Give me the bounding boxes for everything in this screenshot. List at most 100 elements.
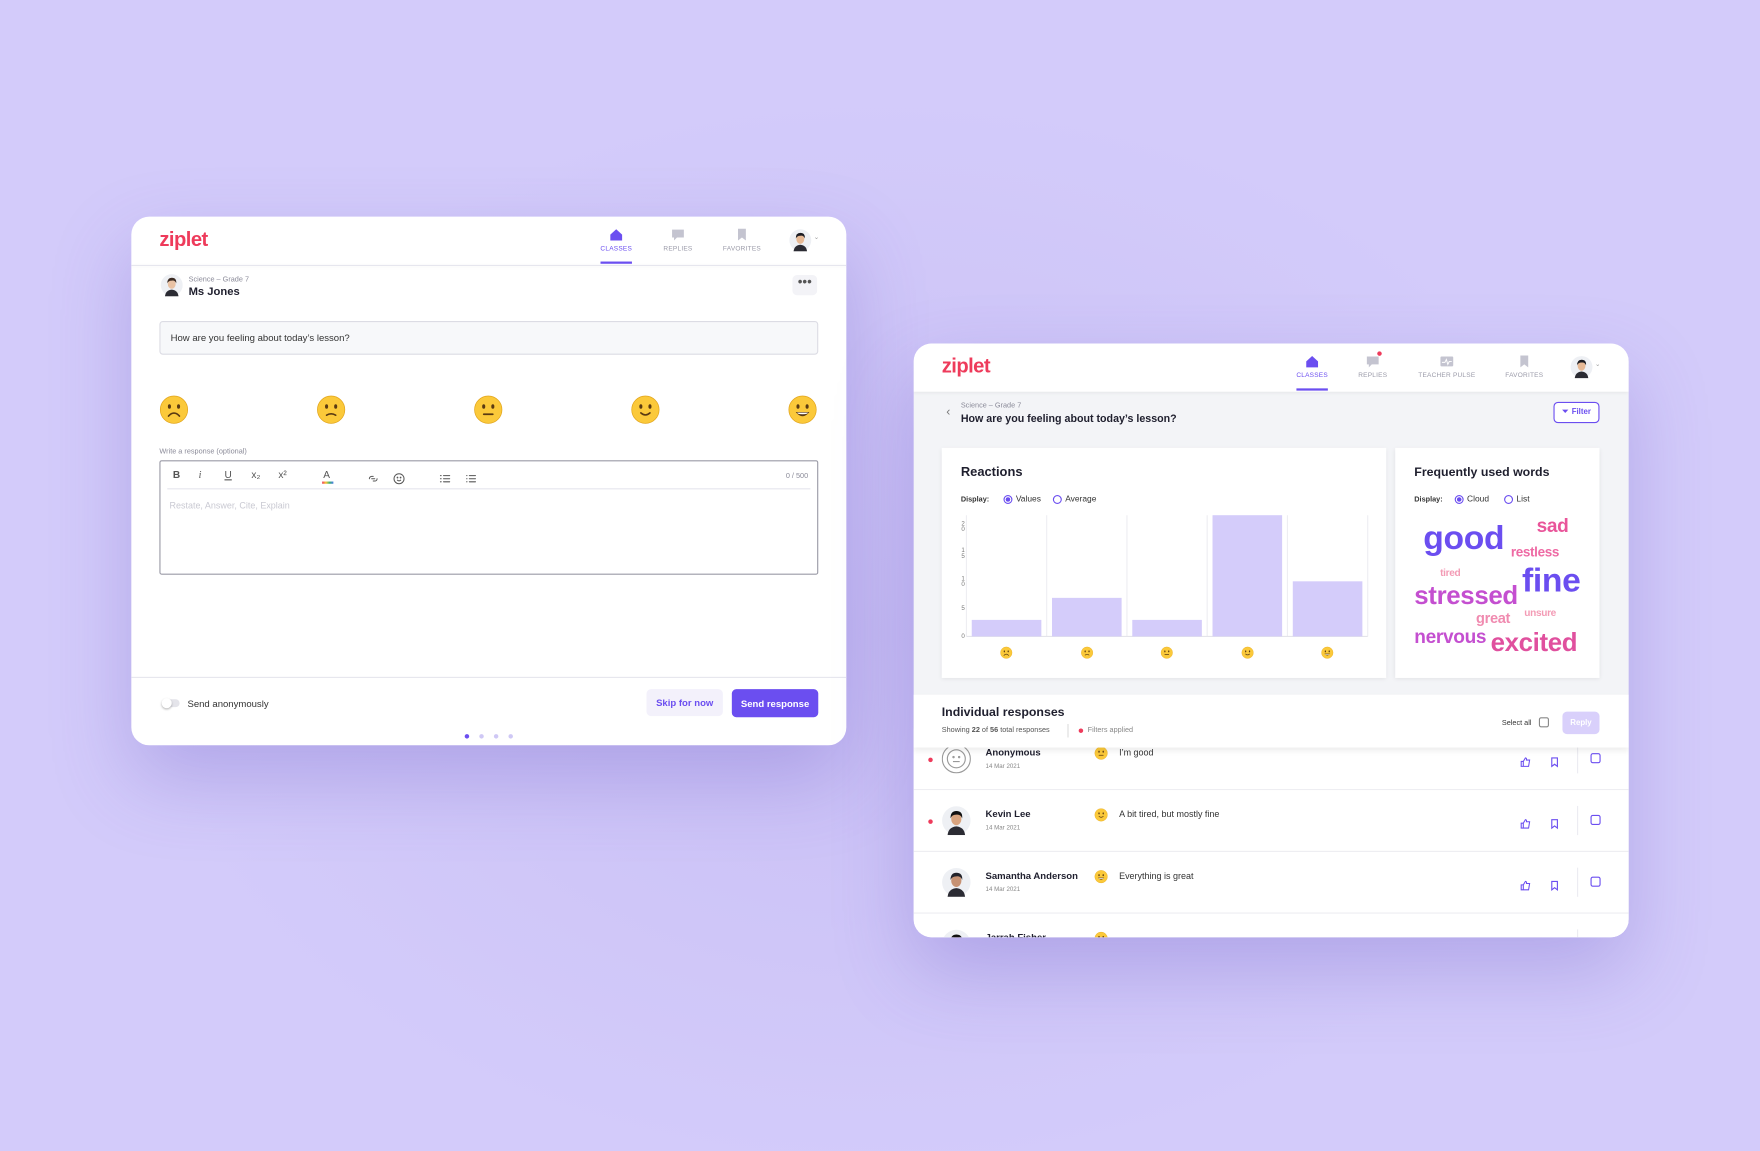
toolbar-button[interactable]: A: [322, 469, 334, 484]
icon-path: [1084, 654, 1090, 656]
reply-button[interactable]: Reply: [1562, 711, 1600, 735]
icon-circle: [1094, 870, 1108, 884]
icon-svg: [393, 473, 405, 485]
toolbar-icon[interactable]: [439, 470, 452, 483]
shown-count: 22: [971, 726, 980, 735]
icon-path: [1098, 877, 1104, 879]
showing: Showing: [941, 726, 970, 735]
nav-icon[interactable]: [1365, 351, 1382, 370]
nav-icon[interactable]: [734, 227, 750, 243]
icon-path: [1306, 356, 1319, 368]
nav-label[interactable]: REPLIES: [1358, 372, 1388, 380]
nav-icon[interactable]: [1304, 354, 1320, 370]
filters-applied: Filters applied: [1087, 726, 1134, 735]
row-checkbox[interactable]: [1590, 753, 1601, 764]
bookmark-button[interactable]: [1549, 815, 1560, 830]
icon-path: [672, 229, 684, 241]
y-tick-label: 20: [959, 520, 967, 532]
filter-button[interactable]: ⏷ Filter: [1553, 401, 1600, 424]
toolbar-button[interactable]: x₂: [251, 469, 261, 481]
icon-ellipse: [1168, 650, 1170, 653]
nav-icon[interactable]: [608, 227, 624, 243]
x-category-icon: [1080, 644, 1093, 659]
reactions-panel: Reactions Display: Values Average 0 5 10 15 20: [941, 447, 1387, 678]
icon-ellipse: [176, 404, 181, 409]
radio-label[interactable]: Average: [1065, 493, 1097, 504]
reaction-option[interactable]: [788, 395, 817, 424]
toolbar-button[interactable]: i: [198, 469, 202, 481]
page-dot[interactable]: [493, 734, 499, 739]
cloud-word: unsure: [1524, 607, 1556, 619]
nav-icon[interactable]: [1439, 354, 1455, 370]
nav-label[interactable]: CLASSES: [1296, 372, 1328, 380]
user-avatar[interactable]: [789, 229, 812, 252]
page-dot[interactable]: [479, 734, 484, 739]
icon-path: [1551, 757, 1558, 768]
radio[interactable]: [1052, 495, 1062, 504]
icon-svg: [159, 395, 189, 424]
radio[interactable]: [1504, 495, 1514, 504]
nav-label[interactable]: REPLIES: [663, 245, 693, 253]
row-divider: [1577, 805, 1579, 836]
radio-label[interactable]: Values: [1015, 493, 1041, 504]
skip-button[interactable]: Skip for now: [646, 689, 723, 717]
toolbar-button[interactable]: B: [172, 469, 181, 481]
nav-label[interactable]: FAVORITES: [722, 245, 761, 253]
like-button[interactable]: [1520, 753, 1531, 767]
filter-label: Filter: [1571, 408, 1591, 417]
student-name: Jarrah Fisher: [985, 931, 1046, 938]
icon-svg: [1094, 746, 1108, 760]
radio[interactable]: [1454, 495, 1464, 504]
icon-svg: [1000, 646, 1013, 659]
select-all-checkbox[interactable]: [1538, 717, 1549, 728]
nav-icon[interactable]: [670, 227, 686, 243]
editor[interactable]: 0 / 500 Restate, Answer, Cite, Explain B…: [159, 460, 819, 575]
radio-label[interactable]: Cloud: [1467, 493, 1490, 504]
icon-path: [439, 475, 451, 483]
radio[interactable]: [1003, 495, 1013, 504]
toolbar-icon[interactable]: [367, 470, 380, 483]
send-button[interactable]: Send response: [731, 689, 819, 718]
icon-ellipse: [1577, 361, 1586, 371]
response-row: Kevin Lee 14 Mar 2021 A bit tired, but mos…: [913, 790, 1629, 852]
icon-circle: [317, 395, 346, 424]
icon-ellipse: [1248, 650, 1250, 653]
toolbar-icon[interactable]: [465, 470, 478, 483]
toolbar-button[interactable]: U: [224, 469, 232, 481]
nav-label[interactable]: CLASSES: [600, 245, 633, 253]
icon-svg: [1570, 356, 1593, 379]
reaction-option[interactable]: [474, 395, 503, 424]
toolbar-icon[interactable]: [393, 470, 406, 485]
bookmark-button[interactable]: [1549, 753, 1560, 768]
icon-ellipse: [482, 404, 486, 409]
reaction-option[interactable]: [159, 395, 189, 424]
page-dot[interactable]: [508, 734, 513, 739]
reaction-option[interactable]: [631, 395, 660, 424]
icon-path: [1520, 880, 1531, 891]
reaction-option[interactable]: [317, 395, 346, 424]
page-dot[interactable]: [464, 734, 470, 739]
display-label: Display:: [960, 496, 990, 504]
icon-path: [947, 826, 966, 836]
toggle[interactable]: [161, 698, 180, 709]
separator: [1067, 723, 1069, 738]
radio-label[interactable]: List: [1516, 493, 1530, 504]
nav-icon[interactable]: [1516, 354, 1532, 370]
nav-label[interactable]: FAVORITES: [1505, 372, 1544, 380]
row-checkbox[interactable]: [1590, 814, 1601, 826]
icon-svg: [943, 929, 969, 938]
more-button[interactable]: •••: [792, 275, 818, 296]
user-avatar[interactable]: [1570, 356, 1593, 379]
back-button[interactable]: ‹: [946, 405, 951, 419]
response-date: 14 Mar 2021: [985, 825, 1021, 832]
like-button[interactable]: [1520, 877, 1531, 891]
icon-path: [1098, 815, 1104, 818]
toolbar-button[interactable]: x²: [278, 469, 287, 481]
nav-label[interactable]: TEACHER PULSE: [1418, 372, 1476, 380]
bookmark-button[interactable]: [1549, 877, 1560, 891]
like-button[interactable]: [1520, 815, 1531, 829]
icon-path: [1366, 356, 1379, 368]
row-checkbox[interactable]: [1590, 876, 1601, 887]
cloud-word: tired: [1440, 566, 1461, 578]
